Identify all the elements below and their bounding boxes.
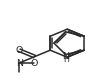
Text: N: N xyxy=(16,58,23,68)
Text: N: N xyxy=(63,52,70,61)
Text: H: H xyxy=(63,55,69,64)
Text: O: O xyxy=(30,58,37,68)
Text: O: O xyxy=(15,46,23,55)
